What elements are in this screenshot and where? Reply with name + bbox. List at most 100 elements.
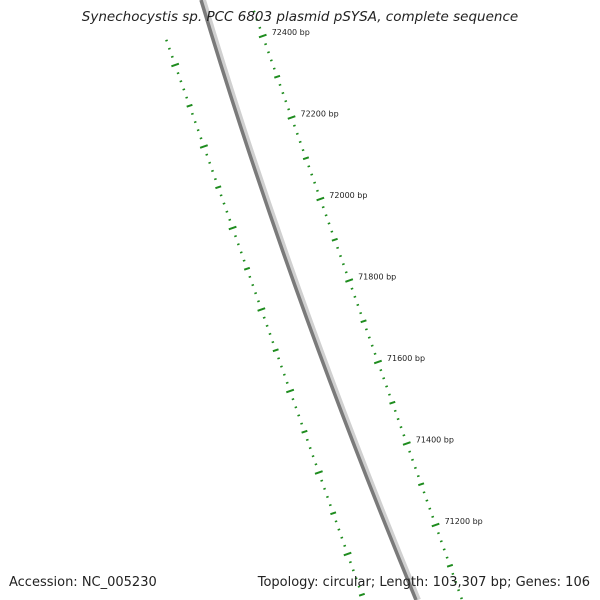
inner-minor-tick: [277, 357, 281, 360]
outer-minor-tick: [389, 400, 396, 405]
inner-major-tick: [257, 307, 266, 312]
inner-minor-tick: [357, 585, 361, 588]
inner-minor-tick: [228, 218, 232, 222]
outer-minor-tick: [301, 148, 305, 152]
outer-minor-tick: [454, 580, 458, 584]
inner-minor-tick: [193, 120, 197, 124]
inner-minor-tick: [358, 592, 366, 597]
outer-major-tick: [258, 33, 267, 39]
inner-minor-tick: [179, 80, 183, 83]
inner-minor-tick: [351, 569, 355, 572]
outer-minor-tick: [442, 548, 446, 551]
inner-minor-tick: [199, 137, 203, 140]
outer-minor-tick: [327, 222, 331, 225]
inner-minor-tick: [280, 365, 283, 368]
inner-minor-tick: [243, 266, 251, 271]
inner-major-tick: [285, 388, 295, 394]
tick-label: 71600 bp: [387, 354, 425, 363]
outer-minor-tick: [356, 303, 360, 307]
outer-minor-tick: [336, 246, 340, 250]
inner-minor-tick: [328, 503, 332, 507]
outer-minor-tick: [360, 319, 367, 324]
outer-minor-tick: [321, 205, 325, 209]
inner-tick-track: [165, 39, 366, 597]
backbone-shadow: [200, 0, 421, 600]
outer-minor-tick: [457, 589, 461, 592]
inner-minor-tick: [165, 39, 168, 42]
outer-minor-tick: [353, 295, 357, 298]
inner-minor-tick: [186, 103, 193, 108]
outer-minor-tick: [310, 173, 314, 176]
inner-major-tick: [228, 225, 237, 231]
outer-minor-tick: [408, 450, 412, 453]
outer-major-tick: [402, 441, 411, 446]
outer-minor-tick: [451, 572, 455, 576]
outer-minor-tick: [373, 352, 377, 356]
outer-minor-tick: [393, 409, 397, 413]
sequence-summary: Topology: circular; Length: 103,307 bp; …: [257, 575, 590, 590]
outer-minor-tick: [258, 26, 262, 30]
inner-major-tick: [343, 551, 352, 557]
outer-major-tick: [345, 278, 354, 283]
tick-label: 72400 bp: [272, 28, 310, 37]
outer-minor-tick: [399, 426, 403, 429]
inner-minor-tick: [305, 438, 309, 442]
outer-minor-tick: [460, 597, 463, 600]
inner-minor-tick: [239, 251, 243, 254]
inner-minor-tick: [282, 373, 286, 376]
outer-minor-tick: [437, 531, 440, 535]
inner-minor-tick: [300, 422, 304, 425]
inner-minor-tick: [271, 340, 275, 344]
inner-minor-tick: [185, 96, 189, 99]
inner-major-tick: [199, 144, 209, 149]
outer-minor-tick: [302, 156, 310, 161]
outer-major-tick: [373, 359, 383, 365]
inner-minor-tick: [208, 161, 212, 164]
tick-label: 71400 bp: [416, 436, 454, 445]
outer-minor-tick: [273, 74, 281, 79]
tick-label: 72200 bp: [301, 110, 339, 119]
inner-minor-tick: [348, 560, 352, 564]
accession-label: Accession: NC_005230: [9, 575, 157, 590]
outer-minor-tick: [445, 556, 449, 559]
outer-minor-tick: [396, 417, 400, 421]
inner-minor-tick: [337, 528, 341, 531]
outer-minor-tick: [411, 458, 414, 461]
inner-minor-tick: [340, 536, 344, 539]
outer-minor-tick: [316, 189, 319, 193]
outer-minor-tick: [331, 237, 338, 242]
inner-minor-tick: [170, 55, 174, 59]
outer-minor-tick: [330, 230, 334, 233]
inner-minor-tick: [254, 292, 258, 295]
inner-minor-tick: [314, 463, 318, 466]
outer-major-tick: [431, 522, 440, 528]
inner-minor-tick: [285, 381, 289, 385]
map-title: Synechocystis sp. PCC 6803 plasmid pSYSA…: [81, 9, 519, 25]
inner-major-tick: [171, 62, 180, 68]
outer-minor-tick: [287, 108, 291, 111]
outer-minor-tick: [298, 140, 302, 144]
inner-minor-tick: [330, 511, 337, 516]
outer-minor-tick: [267, 51, 270, 54]
inner-minor-tick: [205, 153, 209, 156]
outer-minor-tick: [431, 515, 435, 519]
tick-label: 71800 bp: [358, 273, 396, 282]
inner-minor-tick: [323, 487, 326, 490]
outer-minor-tick: [269, 59, 273, 62]
inner-minor-tick: [234, 234, 237, 238]
inner-minor-tick: [308, 446, 312, 450]
outer-minor-tick: [417, 482, 425, 487]
outer-minor-tick: [313, 181, 317, 184]
inner-minor-tick: [222, 202, 226, 205]
inner-minor-tick: [196, 129, 200, 132]
outer-minor-tick: [278, 83, 282, 87]
outer-minor-tick: [359, 311, 363, 315]
inner-minor-tick: [215, 185, 222, 190]
outer-tick-track: [252, 10, 463, 600]
outer-minor-tick: [292, 124, 296, 127]
inner-minor-tick: [182, 88, 186, 91]
inner-minor-tick: [190, 112, 194, 116]
outer-minor-tick: [425, 499, 429, 502]
inner-minor-tick: [311, 455, 315, 458]
